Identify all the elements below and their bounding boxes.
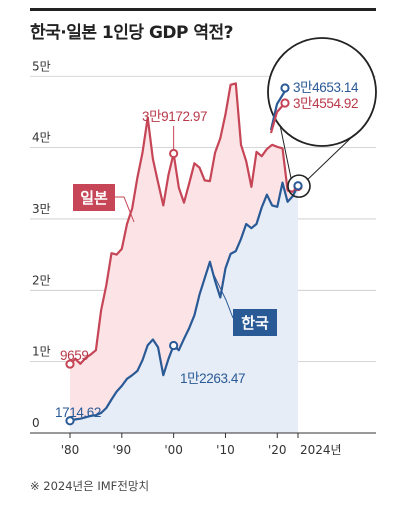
x-tick-label: '00 bbox=[164, 443, 183, 457]
y-tick-label: 2만 bbox=[32, 273, 51, 287]
japan-2024-label: 3만4554.92 bbox=[293, 96, 358, 111]
japan-line bbox=[69, 82, 299, 365]
axes: 0 1만 2만 3만 4만 5만 '80 '90 '00 '10 '20 2024년 bbox=[30, 59, 376, 457]
source-note: ※ 2024년은 IMF전망치 bbox=[30, 479, 150, 493]
x-tick-label: '80 bbox=[61, 443, 80, 457]
japan-legend-box bbox=[73, 184, 115, 211]
y-tick-label: 5만 bbox=[32, 59, 51, 73]
x-tick-label: '10 bbox=[216, 443, 235, 457]
korea-zoom-line bbox=[269, 90, 286, 131]
korea-2000-label: 1만2263.47 bbox=[180, 371, 245, 386]
title-rule bbox=[30, 8, 376, 11]
zoom-connector bbox=[279, 124, 292, 179]
japan-legend-label: 일본 bbox=[80, 189, 108, 207]
x-tick-label: 2024년 bbox=[300, 443, 342, 457]
y-tick-label: 1만 bbox=[32, 345, 51, 359]
korea-box-leader bbox=[213, 274, 234, 319]
korea-1980-label: 1714.62 bbox=[55, 405, 101, 420]
japan-1980-label: 9659 bbox=[60, 348, 88, 363]
korea-legend-label: 한국 bbox=[241, 314, 269, 332]
gdp-chart: 0 1만 2만 3만 4만 5만 '80 '90 '00 '10 '20 2024년 3만4653.1… bbox=[30, 37, 377, 457]
y-tick-label: 4만 bbox=[32, 131, 51, 145]
korea-marker-1980 bbox=[65, 416, 75, 426]
japan-marker-2000 bbox=[169, 148, 179, 159]
korea-legend-box bbox=[233, 309, 277, 336]
korea-marker-2024 bbox=[293, 181, 303, 191]
korea-area bbox=[70, 182, 298, 433]
y-tick-label: 3만 bbox=[32, 202, 51, 216]
x-tick-label: '20 bbox=[268, 443, 287, 457]
zoom-large-circle bbox=[267, 37, 377, 147]
zoom-connector bbox=[306, 134, 355, 181]
japan-marker-1980 bbox=[65, 359, 75, 369]
korea-line bbox=[69, 181, 299, 422]
japan-2000-label: 3만9172.97 bbox=[142, 109, 207, 124]
x-tick-label: '90 bbox=[113, 443, 132, 457]
zoom-callout bbox=[267, 37, 377, 198]
zoom-small-circle bbox=[287, 174, 311, 198]
data-markers bbox=[65, 148, 303, 426]
series-lines bbox=[69, 82, 299, 422]
korea-marker-2000 bbox=[169, 340, 179, 351]
korea-zoom-marker bbox=[280, 83, 290, 93]
area-fills bbox=[70, 83, 298, 434]
japan-zoom-marker bbox=[280, 98, 290, 108]
y-tick-label: 0 bbox=[32, 416, 40, 430]
chart-title: 한국·일본 1인당 GDP 역전? bbox=[30, 23, 234, 43]
japan-box-leader bbox=[113, 196, 135, 223]
korea-2024-label: 3만4653.14 bbox=[293, 80, 359, 95]
